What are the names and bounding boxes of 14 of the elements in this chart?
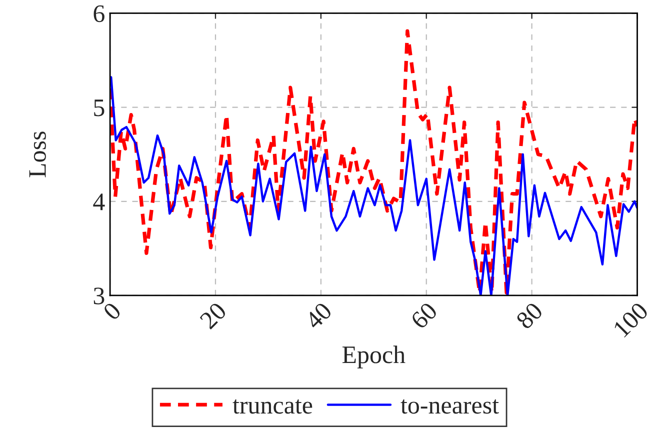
y-tick-label: 3 bbox=[94, 288, 104, 304]
y-tick-label: 4 bbox=[93, 194, 105, 210]
x-tick-label: 60 bbox=[410, 302, 438, 330]
y-tick-label: 6 bbox=[94, 5, 104, 22]
x-axis-title: Epoch bbox=[342, 346, 406, 368]
legend-label: to-nearest bbox=[400, 399, 499, 414]
y-axis-title: Loss bbox=[29, 132, 46, 178]
x-tick-label: 80 bbox=[515, 302, 544, 330]
legend-label: truncate bbox=[232, 399, 312, 414]
x-tick-label: 40 bbox=[304, 302, 333, 330]
x-tick-label: 100 bbox=[612, 302, 650, 338]
x-tick-label: 0 bbox=[102, 302, 122, 321]
y-tick-label: 5 bbox=[94, 100, 104, 116]
x-tick-label: 20 bbox=[199, 302, 228, 330]
